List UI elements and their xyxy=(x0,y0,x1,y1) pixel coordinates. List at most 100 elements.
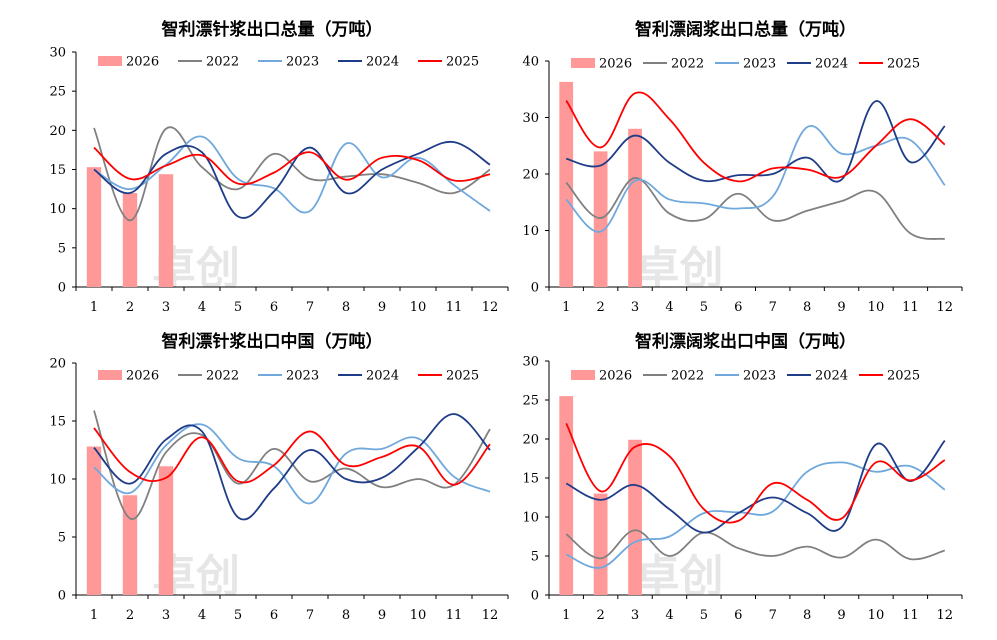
legend-swatch xyxy=(98,370,122,380)
bar-2026-1 xyxy=(559,81,574,287)
x-tick-label: 7 xyxy=(769,300,777,315)
legend-label: 2026 xyxy=(599,369,632,384)
x-tick-label: 8 xyxy=(342,608,350,623)
chart-title: 智利漂阔浆出口总量（万吨） xyxy=(635,19,856,40)
x-tick-label: 6 xyxy=(270,608,278,623)
legend-item-2023: 2023 xyxy=(258,55,319,70)
y-tick-label: 25 xyxy=(522,394,539,409)
legend-item-2024: 2024 xyxy=(338,55,399,70)
x-tick-label: 3 xyxy=(162,300,170,315)
legend-item-2023: 2023 xyxy=(258,369,319,384)
series-line-2025 xyxy=(93,427,491,486)
legend-label: 2022 xyxy=(671,369,704,384)
x-tick-label: 3 xyxy=(631,300,639,315)
legend-label: 2023 xyxy=(743,57,776,72)
legend-swatch xyxy=(571,58,595,68)
legend-item-2024: 2024 xyxy=(338,369,399,384)
y-tick-label: 15 xyxy=(49,163,66,178)
x-tick-label: 2 xyxy=(126,608,134,623)
y-tick-label: 0 xyxy=(531,281,539,296)
x-tick-label: 9 xyxy=(837,608,845,623)
series-line-2024 xyxy=(565,100,946,183)
x-tick-label: 5 xyxy=(234,300,242,315)
x-tick-label: 4 xyxy=(198,300,206,315)
legend-item-2026: 2026 xyxy=(571,57,632,72)
x-tick-label: 5 xyxy=(700,608,708,623)
bar-2026-2 xyxy=(593,493,608,595)
x-tick-label: 11 xyxy=(902,608,919,623)
legend-label: 2026 xyxy=(599,57,632,72)
y-tick-label: 0 xyxy=(531,589,539,604)
x-tick-label: 1 xyxy=(90,300,98,315)
series-line-2025 xyxy=(565,91,946,183)
x-tick-label: 12 xyxy=(482,608,499,623)
x-tick-label: 10 xyxy=(868,608,885,623)
legend-item-2026: 2026 xyxy=(571,369,632,384)
y-tick-label: 0 xyxy=(58,589,66,604)
legend-label: 2023 xyxy=(743,369,776,384)
legend-item-2024: 2024 xyxy=(787,57,848,72)
x-tick-label: 2 xyxy=(596,300,604,315)
legend-label: 2025 xyxy=(446,369,479,384)
x-tick-label: 4 xyxy=(665,608,673,623)
legend-label: 2022 xyxy=(206,369,239,384)
x-tick-label: 3 xyxy=(631,608,639,623)
series-line-2023 xyxy=(93,423,491,505)
chart-title: 智利漂阔浆出口中国（万吨） xyxy=(635,331,856,352)
legend-label: 2022 xyxy=(671,57,704,72)
x-tick-label: 9 xyxy=(378,300,386,315)
bar-2026-3 xyxy=(628,128,642,287)
series-line-2022 xyxy=(93,126,491,222)
y-tick-label: 0 xyxy=(58,281,66,296)
legend-item-2025: 2025 xyxy=(859,57,920,72)
legend-label: 2024 xyxy=(815,57,848,72)
y-tick-label: 15 xyxy=(522,472,539,487)
x-tick-label: 10 xyxy=(410,608,427,623)
series-line-2022 xyxy=(93,410,491,520)
bar-2026-2 xyxy=(593,151,608,287)
series-line-2024 xyxy=(93,140,491,219)
series-line-2025 xyxy=(93,146,491,186)
series-line-2024 xyxy=(565,439,946,534)
legend-item-2025: 2025 xyxy=(859,369,920,384)
x-tick-label: 6 xyxy=(270,300,278,315)
legend-item-2025: 2025 xyxy=(418,55,479,70)
x-tick-label: 11 xyxy=(446,608,463,623)
x-tick-label: 5 xyxy=(234,608,242,623)
x-tick-label: 7 xyxy=(769,608,777,623)
y-tick-label: 10 xyxy=(522,224,539,239)
legend-label: 2025 xyxy=(887,369,920,384)
legend-label: 2024 xyxy=(366,369,399,384)
x-tick-label: 1 xyxy=(90,608,98,623)
x-tick-label: 11 xyxy=(446,300,463,315)
y-tick-label: 30 xyxy=(522,355,539,370)
y-tick-label: 10 xyxy=(49,473,66,488)
series-line-2024 xyxy=(93,413,491,521)
x-tick-label: 10 xyxy=(868,300,885,315)
y-tick-label: 5 xyxy=(58,531,66,546)
y-tick-label: 30 xyxy=(49,46,66,61)
x-tick-label: 2 xyxy=(596,608,604,623)
legend-label: 2026 xyxy=(126,369,159,384)
legend-label: 2026 xyxy=(126,55,159,70)
y-tick-label: 15 xyxy=(49,415,66,430)
x-tick-label: 8 xyxy=(803,300,811,315)
y-tick-label: 10 xyxy=(49,202,66,217)
bar-2026-1 xyxy=(86,446,102,595)
x-tick-label: 12 xyxy=(482,300,499,315)
bar-2026-1 xyxy=(559,396,574,595)
y-tick-label: 5 xyxy=(531,550,539,565)
x-tick-label: 3 xyxy=(162,608,170,623)
bar-2026-3 xyxy=(158,466,174,595)
legend-item-2025: 2025 xyxy=(418,369,479,384)
x-tick-label: 6 xyxy=(734,300,742,315)
watermark-text: 卓创 xyxy=(636,551,724,602)
legend-swatch xyxy=(571,370,595,380)
bar-2026-2 xyxy=(122,193,138,287)
y-tick-label: 10 xyxy=(522,511,539,526)
y-tick-label: 20 xyxy=(49,124,66,139)
